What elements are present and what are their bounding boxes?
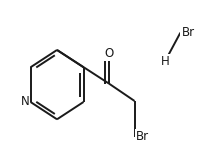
Text: N: N: [21, 95, 29, 108]
Text: Br: Br: [181, 26, 195, 39]
Text: H: H: [161, 55, 170, 68]
Text: Br: Br: [135, 130, 149, 143]
Text: O: O: [104, 47, 114, 60]
